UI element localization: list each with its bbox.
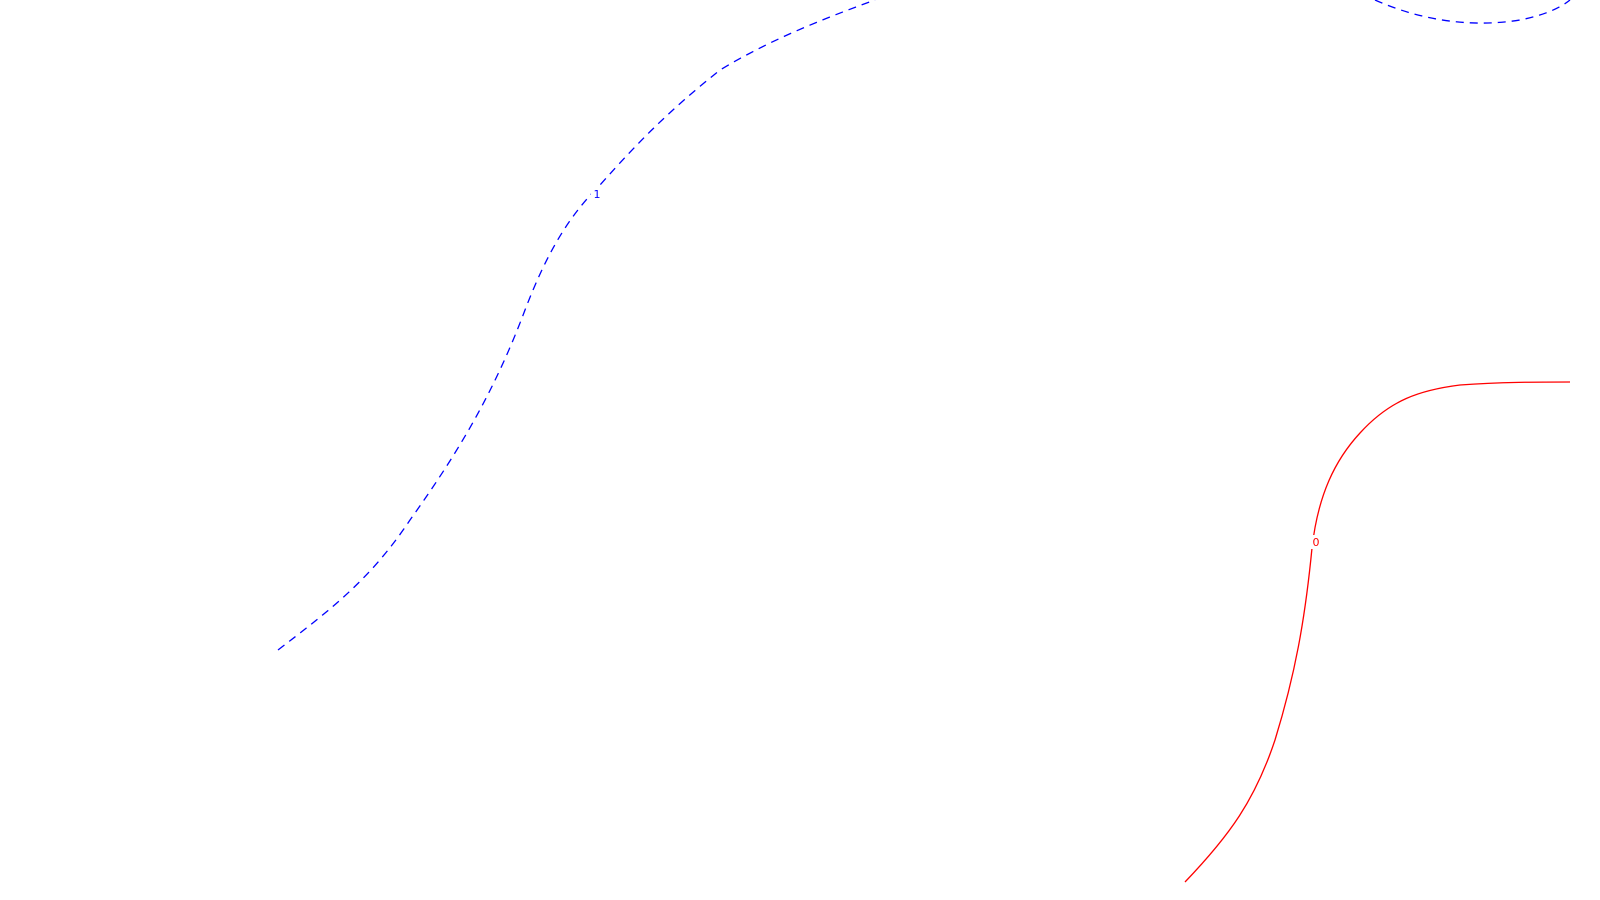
contour-label-1: 1 (594, 188, 601, 201)
contour-line-0 (1184, 381, 1571, 883)
contour-label-background (591, 187, 603, 201)
contour-label-0: 0 (1313, 536, 1320, 549)
contour-label-background (1310, 535, 1322, 549)
contour-line-1 (277, 0, 876, 651)
contour-line-1-arc (1374, 0, 1571, 24)
